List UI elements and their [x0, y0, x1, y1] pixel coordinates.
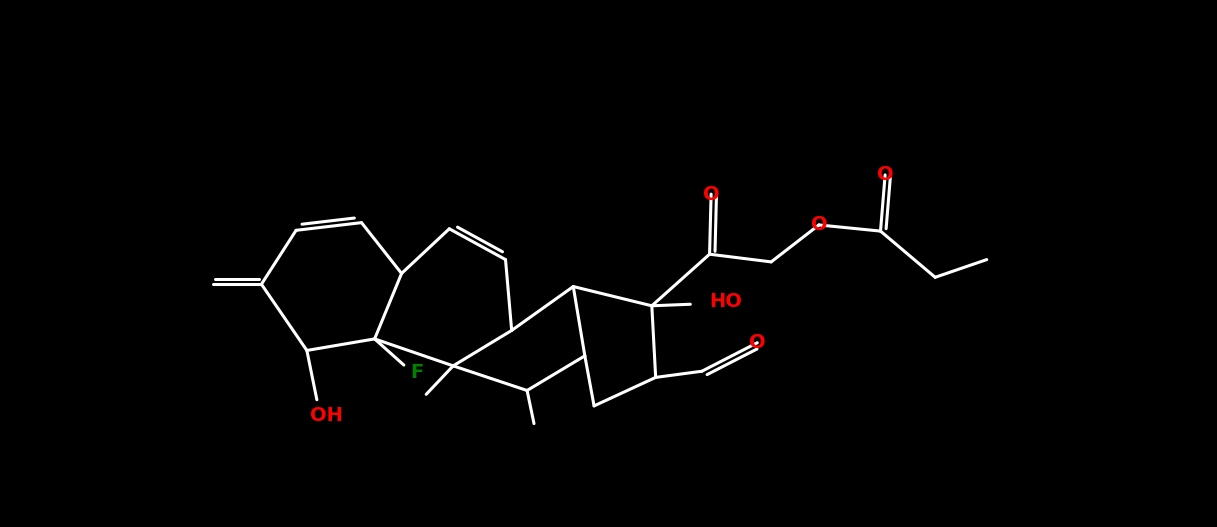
- Text: O: O: [702, 184, 719, 203]
- Text: O: O: [876, 165, 893, 184]
- Text: HO: HO: [710, 292, 742, 311]
- Text: O: O: [748, 333, 765, 352]
- Text: OH: OH: [310, 406, 343, 425]
- Text: F: F: [410, 363, 424, 382]
- Text: O: O: [811, 216, 828, 235]
